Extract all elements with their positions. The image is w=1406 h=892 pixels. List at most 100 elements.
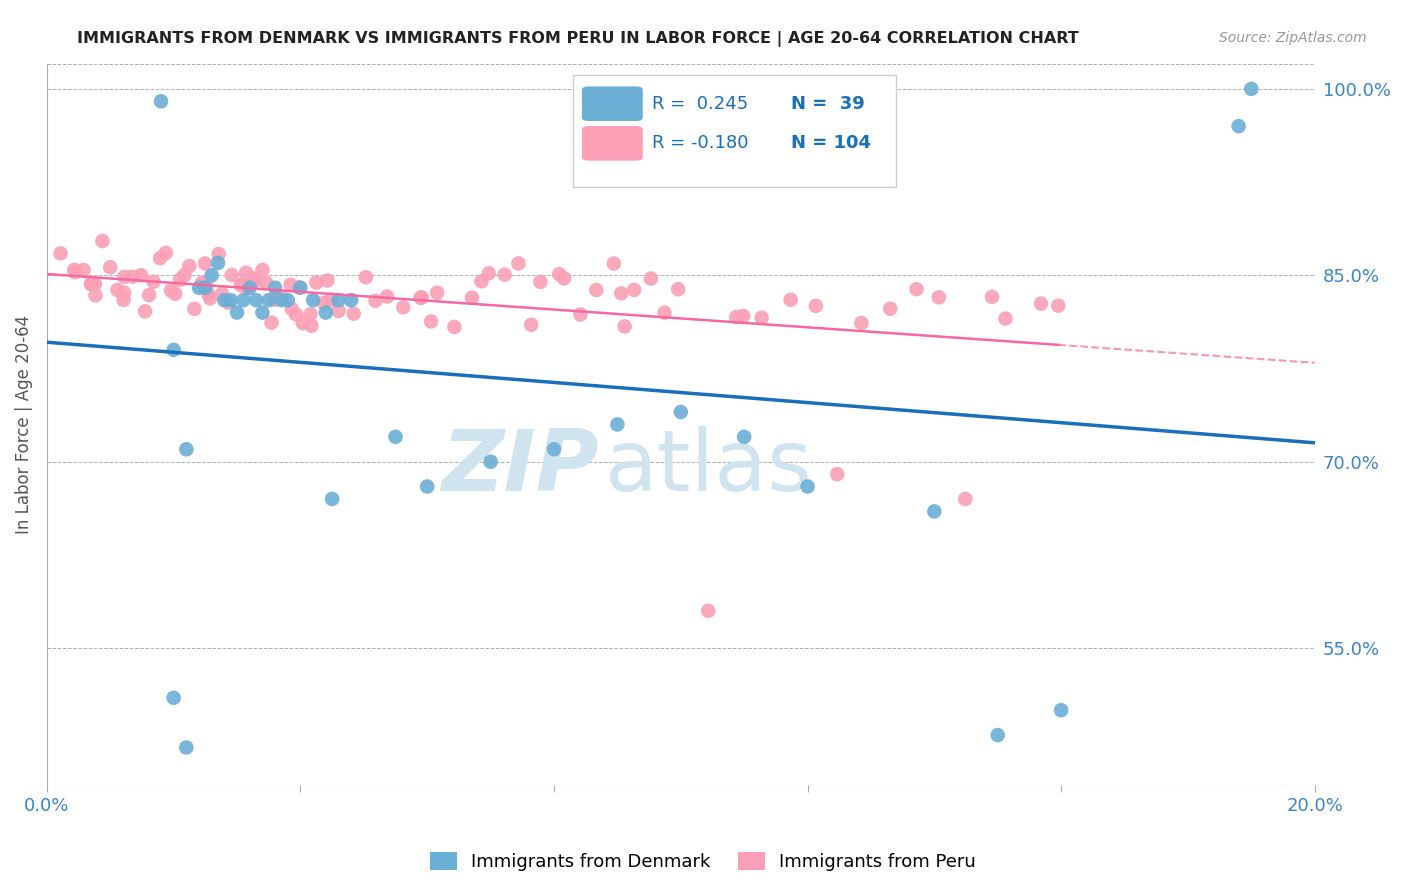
Point xyxy=(232,277,254,292)
Point xyxy=(169,273,191,287)
Point xyxy=(179,259,201,273)
Point xyxy=(520,318,543,332)
Point xyxy=(340,293,363,307)
Point xyxy=(211,287,233,301)
Point xyxy=(264,288,287,302)
Legend: Immigrants from Denmark, Immigrants from Peru: Immigrants from Denmark, Immigrants from… xyxy=(423,845,983,879)
Point xyxy=(195,278,218,293)
Point xyxy=(155,246,177,260)
Point xyxy=(63,265,86,279)
Point xyxy=(1227,119,1250,133)
Point xyxy=(301,318,323,333)
Point xyxy=(302,293,325,307)
Point xyxy=(543,442,565,457)
Point xyxy=(264,281,287,295)
Point xyxy=(328,304,350,318)
Point xyxy=(1240,82,1263,96)
Point xyxy=(264,293,287,307)
Point xyxy=(640,271,662,285)
Point xyxy=(613,319,636,334)
Point xyxy=(165,286,187,301)
Point xyxy=(603,256,626,270)
Point xyxy=(879,301,901,316)
Point xyxy=(420,314,443,328)
Point xyxy=(291,316,314,330)
Point xyxy=(280,301,302,316)
Point xyxy=(924,504,946,518)
Point xyxy=(343,307,366,321)
Text: N =  39: N = 39 xyxy=(792,95,865,112)
Point xyxy=(994,311,1017,326)
Point xyxy=(80,277,103,292)
Point xyxy=(290,281,312,295)
Point xyxy=(733,309,755,323)
Point xyxy=(305,276,328,290)
Point xyxy=(312,296,335,310)
Point xyxy=(217,295,239,310)
Point xyxy=(825,467,848,482)
Point xyxy=(229,278,252,293)
Point xyxy=(553,271,575,285)
Text: IMMIGRANTS FROM DENMARK VS IMMIGRANTS FROM PERU IN LABOR FORCE | AGE 20-64 CORRE: IMMIGRANTS FROM DENMARK VS IMMIGRANTS FR… xyxy=(77,31,1078,47)
Point xyxy=(364,293,387,308)
Point xyxy=(183,301,205,316)
Point xyxy=(194,256,217,270)
Point xyxy=(416,479,439,493)
Point xyxy=(226,305,249,319)
Point xyxy=(121,269,143,284)
Point xyxy=(207,256,229,270)
Point xyxy=(129,268,152,283)
Point xyxy=(478,266,501,280)
Point xyxy=(112,285,135,300)
Point xyxy=(354,270,377,285)
Text: ZIP: ZIP xyxy=(440,426,599,509)
Point xyxy=(299,307,322,321)
Point xyxy=(221,268,243,282)
Text: atlas: atlas xyxy=(605,426,813,509)
Point xyxy=(194,281,217,295)
Point xyxy=(779,293,801,307)
Point xyxy=(315,305,337,319)
Point xyxy=(191,276,214,290)
Point xyxy=(160,284,183,298)
Point xyxy=(280,277,302,292)
Point xyxy=(239,281,262,295)
Point xyxy=(72,263,94,277)
Point xyxy=(150,95,173,109)
Point xyxy=(149,252,172,266)
Point xyxy=(328,293,350,307)
Text: Source: ZipAtlas.com: Source: ZipAtlas.com xyxy=(1219,31,1367,45)
Point xyxy=(321,491,343,506)
Point xyxy=(235,266,257,280)
Point xyxy=(955,491,977,506)
Point xyxy=(669,405,692,419)
Point xyxy=(134,304,156,318)
FancyBboxPatch shape xyxy=(582,126,643,161)
Point xyxy=(197,287,219,301)
Point xyxy=(84,288,107,302)
Point xyxy=(392,301,415,315)
Point xyxy=(236,282,259,296)
Point xyxy=(1029,296,1052,310)
Point xyxy=(981,290,1004,304)
Point xyxy=(409,291,432,305)
Point xyxy=(84,277,107,291)
Point xyxy=(114,269,136,284)
Point xyxy=(176,442,198,457)
FancyBboxPatch shape xyxy=(574,75,896,186)
Point xyxy=(219,293,242,307)
Point xyxy=(529,275,551,289)
Point xyxy=(207,247,229,261)
Point xyxy=(1047,299,1070,313)
Point xyxy=(905,282,928,296)
Point xyxy=(285,307,308,321)
Point xyxy=(163,690,186,705)
Point xyxy=(232,293,254,307)
Point xyxy=(319,293,342,307)
Point xyxy=(112,293,135,307)
Point xyxy=(138,288,160,302)
Point xyxy=(606,417,628,432)
Y-axis label: In Labor Force | Age 20-64: In Labor Force | Age 20-64 xyxy=(15,315,32,534)
Point xyxy=(426,285,449,300)
Point xyxy=(508,256,530,270)
